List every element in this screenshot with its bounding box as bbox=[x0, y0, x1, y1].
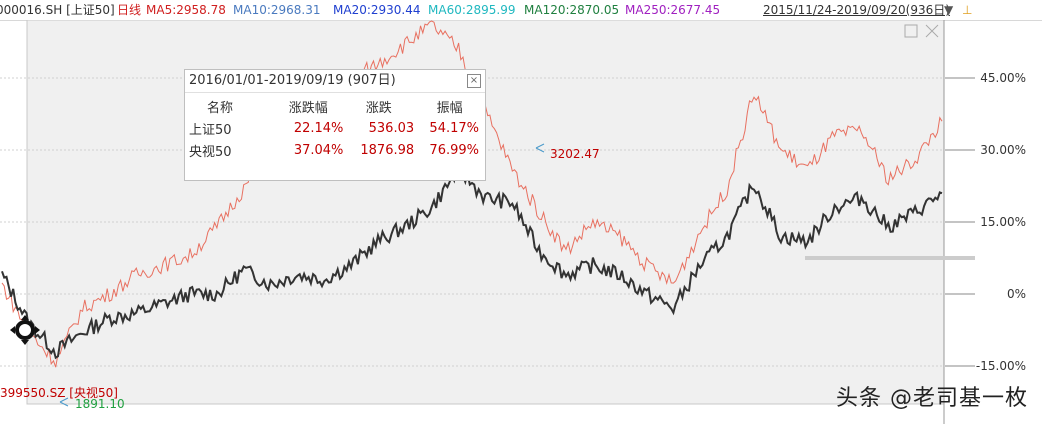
row-name: 央视50 bbox=[189, 144, 232, 160]
chart-canvas[interactable]: 45.00% 30.00% 15.00% 0% -15.00% 3202.47 1891.1… bbox=[0, 20, 1042, 424]
close-icon[interactable]: × bbox=[467, 74, 481, 88]
stock-code[interactable]: 000016.SH [上证50] bbox=[0, 3, 115, 17]
range-stats-table: 名称 涨跌幅 涨跌 振幅 上证50 22.14% 536.03 54.17% 央… bbox=[185, 95, 485, 161]
ma250-value: MA250:2677.45 bbox=[625, 3, 721, 17]
row-pct: 37.04% bbox=[293, 142, 344, 158]
row-change: 536.03 bbox=[368, 120, 415, 136]
series-line-sz50 bbox=[1, 159, 943, 360]
low-arrow bbox=[59, 397, 69, 407]
range-stats-panel: 2016/01/01-2019/09/19 (907日) × 名称 涨跌幅 涨跌… bbox=[184, 69, 486, 181]
period-label[interactable]: 日线 bbox=[117, 3, 142, 17]
column-header: 名称 bbox=[207, 100, 234, 116]
table-row: 央视50 37.04% 1876.98 76.99% bbox=[185, 139, 485, 161]
y-tick-label: 0% bbox=[1007, 287, 1026, 301]
y-tick-label: 45.00% bbox=[980, 71, 1026, 85]
maximize-icon bbox=[904, 24, 918, 38]
compare-label: 399550.SZ [央视50] bbox=[0, 385, 118, 400]
row-change: 1876.98 bbox=[360, 142, 415, 158]
ma20-value: MA20:2930.44 bbox=[333, 3, 421, 17]
cursor-icon bbox=[15, 320, 35, 340]
y-tick-label: 15.00% bbox=[980, 215, 1026, 229]
dropdown-icon[interactable]: ▼ bbox=[944, 3, 954, 17]
ma60-value: MA60:2895.99 bbox=[428, 3, 516, 17]
watermark: 头条 @老司基一枚 bbox=[836, 386, 1028, 411]
row-amplitude: 76.99% bbox=[429, 142, 479, 158]
table-row: 上证50 22.14% 536.03 54.17% bbox=[185, 117, 485, 139]
date-range[interactable]: 2015/11/24-2019/09/20(936日) bbox=[763, 3, 950, 17]
high-annotation: 3202.47 bbox=[550, 147, 600, 161]
column-header: 涨跌幅 bbox=[288, 100, 328, 116]
ma5-value: MA5:2958.78 bbox=[146, 3, 226, 17]
chart-area[interactable]: 45.00% 30.00% 15.00% 0% -15.00% 3202.47 1891.1… bbox=[0, 20, 1042, 424]
row-amplitude: 54.17% bbox=[429, 120, 479, 136]
reference-band bbox=[805, 256, 975, 260]
y-tick-label: 30.00% bbox=[980, 143, 1026, 157]
close-chart-icon bbox=[925, 24, 939, 38]
range-stats-title: 2016/01/01-2019/09/19 (907日) bbox=[185, 70, 485, 93]
y-tick-label: -15.00% bbox=[976, 359, 1026, 373]
chart-header: 000016.SH [上证50] 日线 MA5:2958.78 MA10:296… bbox=[0, 0, 1042, 21]
pin-icon[interactable]: ⊥ bbox=[962, 3, 973, 17]
ma120-value: MA120:2870.05 bbox=[524, 3, 620, 17]
row-name: 上证50 bbox=[189, 122, 232, 138]
column-header: 涨跌 bbox=[365, 100, 392, 116]
column-header: 振幅 bbox=[436, 100, 463, 116]
high-arrow bbox=[535, 143, 545, 153]
ma10-value: MA10:2968.31 bbox=[233, 3, 321, 17]
low-annotation: 1891.10 bbox=[75, 397, 125, 411]
row-pct: 22.14% bbox=[293, 120, 344, 136]
